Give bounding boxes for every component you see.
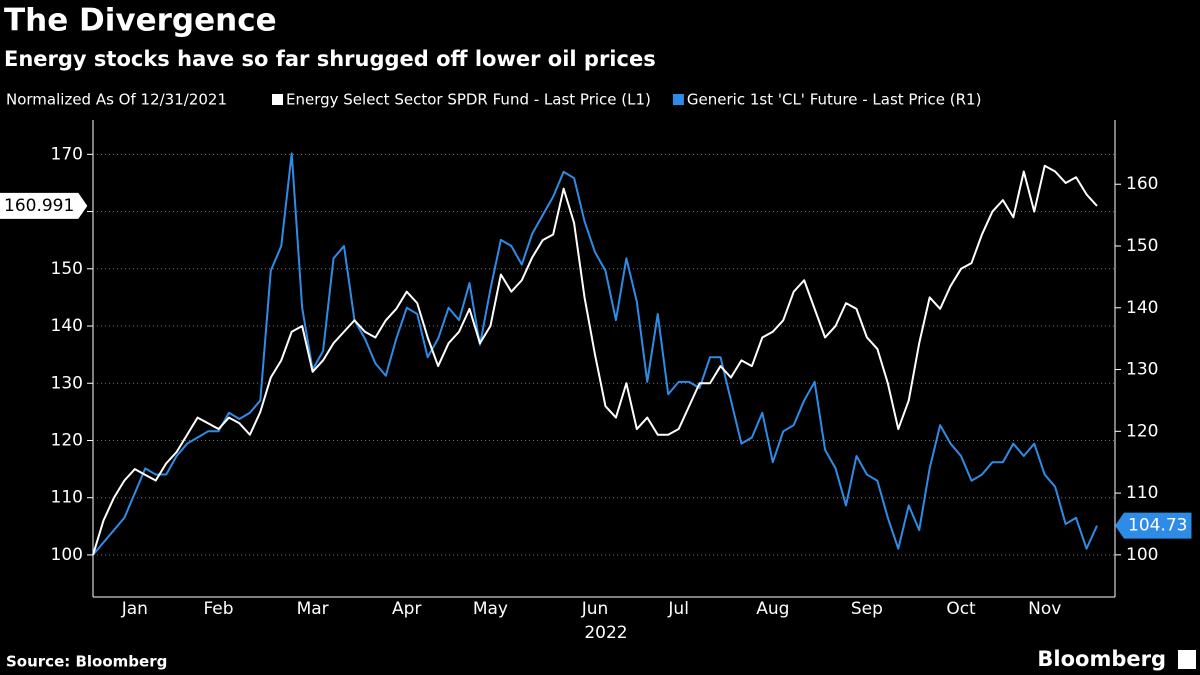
last-value-bg	[1115, 512, 1192, 539]
x-tick-label: Jun	[581, 599, 609, 619]
x-tick-label: Mar	[297, 599, 329, 619]
series-line	[92, 164, 1098, 556]
last-value-label: 160.991	[4, 196, 74, 216]
legend-label: Energy Select Sector SPDR Fund - Last Pr…	[286, 91, 651, 109]
y2-tick-label: 150	[1126, 236, 1158, 256]
y-tick-label: 120	[51, 430, 83, 450]
x-tick-label: Oct	[946, 599, 976, 619]
last-value-tag: 160.991	[0, 192, 88, 219]
x-tick-label: Feb	[203, 599, 233, 619]
legend-swatch	[272, 94, 283, 105]
y-tick-label: 100	[51, 545, 83, 565]
series-line	[92, 152, 1098, 556]
x-tick-label: Jan	[121, 599, 148, 619]
last-value-bg	[0, 192, 88, 219]
y-tick-label: 110	[51, 488, 83, 508]
legend-swatch	[672, 94, 684, 105]
y2-tick-label: 110	[1126, 483, 1158, 503]
y-tick-label: 150	[51, 259, 83, 279]
legend-label: Generic 1st 'CL' Future - Last Price (R1…	[687, 91, 982, 109]
x-tick-label: Sep	[851, 599, 883, 619]
brand: Bloomberg	[1037, 647, 1166, 671]
chart-note: Normalized As Of 12/31/2021	[6, 91, 227, 109]
x-tick-label: Aug	[756, 599, 789, 619]
y2-tick-label: 130	[1126, 360, 1158, 380]
y2-tick-label: 120	[1126, 421, 1158, 441]
x-tick-label: Jul	[667, 599, 689, 619]
x-tick-label: May	[473, 599, 508, 619]
last-value-tag: 104.73	[1115, 512, 1192, 539]
x-tick-label: Apr	[392, 599, 421, 619]
x-tick-label: Nov	[1028, 599, 1061, 619]
y-tick-label: 140	[51, 316, 83, 336]
chart-subtitle: Energy stocks have so far shrugged off l…	[4, 47, 656, 71]
brand-icon	[1178, 650, 1196, 669]
last-value-label: 104.73	[1128, 516, 1187, 536]
chart-title: The Divergence	[4, 3, 277, 39]
y2-tick-label: 100	[1126, 545, 1158, 565]
y2-tick-label: 160	[1126, 174, 1158, 194]
y-tick-label: 130	[51, 373, 83, 393]
source: Source: Bloomberg	[6, 653, 167, 671]
y2-tick-label: 140	[1126, 298, 1158, 318]
x-axis-label: 2022	[584, 623, 627, 643]
y-tick-label: 170	[51, 144, 83, 164]
